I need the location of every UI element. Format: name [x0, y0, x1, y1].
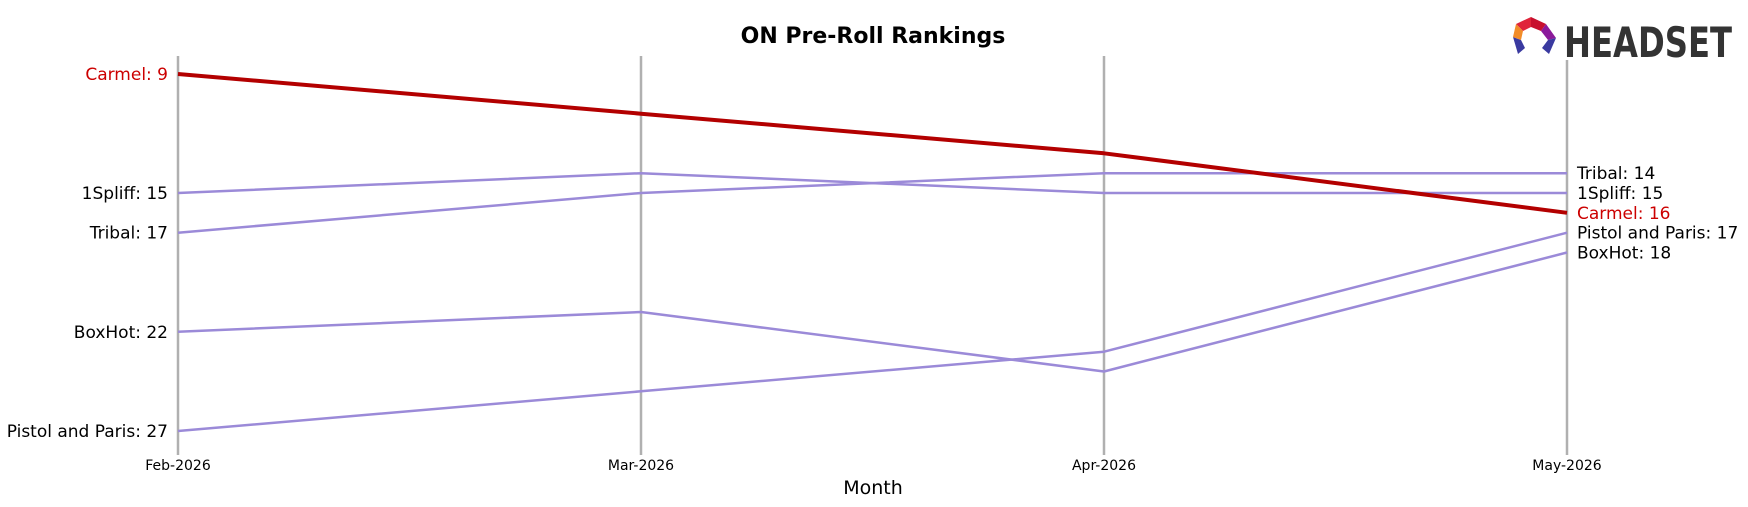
end-label-boxhot: BoxHot: 18 [1577, 244, 1671, 264]
chart-title: ON Pre-Roll Rankings [741, 24, 1006, 49]
series-line-pistol-and-paris [177, 231, 1568, 433]
x-tick-apr-2026: Apr-2026 [1072, 458, 1136, 474]
series-line-boxhot [177, 251, 1568, 373]
x-tick-feb-2026: Feb-2026 [145, 458, 211, 474]
series-line-tribal [177, 171, 1567, 234]
start-label-carmel: Carmel: 9 [85, 65, 168, 85]
logo-text: HEADSET [1564, 18, 1732, 67]
end-label-pistol-and-paris: Pistol and Paris: 17 [1577, 224, 1738, 244]
x-tick-may-2026: May-2026 [1532, 458, 1601, 474]
end-label-tribal: Tribal: 14 [1576, 164, 1655, 184]
start-label-1spliff: 1Spliff: 15 [82, 184, 168, 204]
x-axis-label: Month [843, 477, 903, 499]
start-label-boxhot: BoxHot: 22 [74, 323, 168, 343]
x-tick-mar-2026: Mar-2026 [608, 458, 674, 474]
x-axis-ticks: Feb-2026 Mar-2026 Apr-2026 May-2026 [145, 458, 1602, 474]
month-gridlines [176, 56, 1569, 455]
series-line-carmel [177, 72, 1568, 215]
headset-logo: HEADSET [1513, 17, 1732, 67]
end-label-carmel: Carmel: 16 [1577, 204, 1670, 224]
end-label-1spliff: 1Spliff: 15 [1577, 184, 1663, 204]
start-label-tribal: Tribal: 17 [89, 224, 168, 244]
series-lines [177, 72, 1568, 433]
start-label-pistol-and-paris: Pistol and Paris: 27 [7, 422, 168, 442]
headset-logo-icon [1513, 17, 1556, 54]
